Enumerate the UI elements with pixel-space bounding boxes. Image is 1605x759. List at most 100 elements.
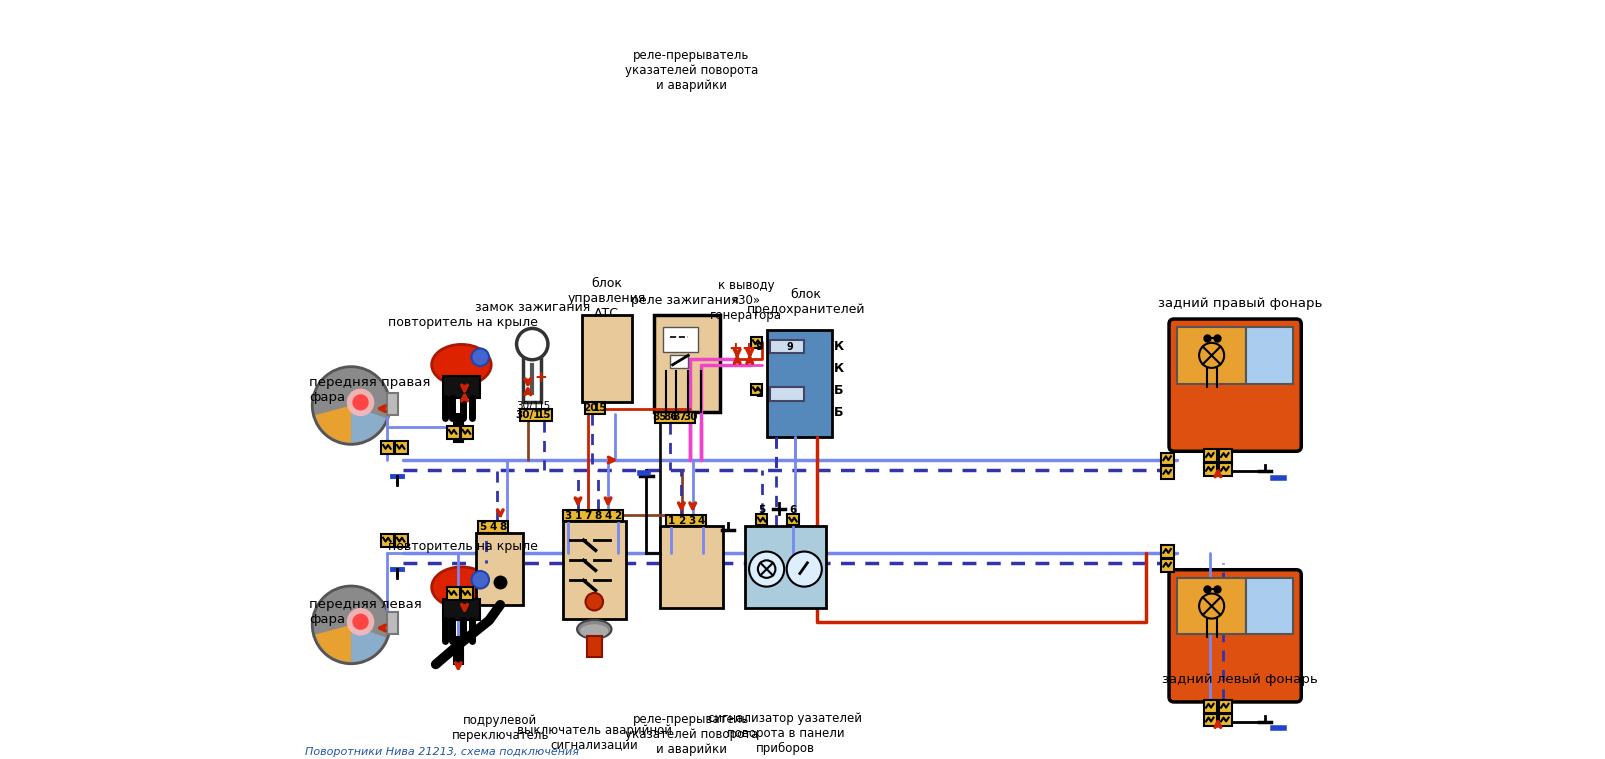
FancyBboxPatch shape <box>1168 570 1300 702</box>
Text: 7: 7 <box>584 511 591 521</box>
Text: 4: 4 <box>490 522 496 532</box>
Bar <box>663 327 697 352</box>
Bar <box>1176 327 1245 383</box>
Circle shape <box>748 552 783 587</box>
Wedge shape <box>351 625 385 662</box>
Bar <box>563 510 623 521</box>
Text: 2: 2 <box>677 516 685 526</box>
Circle shape <box>351 613 369 630</box>
Bar <box>380 441 393 454</box>
Ellipse shape <box>432 567 491 608</box>
Text: Б: Б <box>835 406 843 419</box>
Circle shape <box>472 571 488 588</box>
Text: Б: Б <box>835 384 843 397</box>
Bar <box>1160 452 1173 465</box>
Bar <box>666 515 706 527</box>
Bar <box>395 441 408 454</box>
Bar <box>584 402 605 414</box>
Bar <box>461 587 473 600</box>
Bar <box>1204 463 1217 476</box>
Bar <box>477 521 507 533</box>
Bar <box>769 340 804 354</box>
Text: замок зажигания: замок зажигания <box>475 301 591 313</box>
Text: 5: 5 <box>758 505 766 515</box>
Text: 20: 20 <box>583 403 597 413</box>
Text: блок
предохранителей: блок предохранителей <box>746 288 865 316</box>
Bar <box>523 336 541 402</box>
Text: повторитель на крыле: повторитель на крыле <box>388 316 538 329</box>
Text: реле-прерыватель
указателей поворота
и аварийки: реле-прерыватель указателей поворота и а… <box>624 713 758 756</box>
Bar <box>380 534 393 546</box>
Bar <box>1245 327 1292 383</box>
Bar <box>446 587 459 600</box>
Bar <box>669 355 689 368</box>
Bar <box>461 427 473 439</box>
Text: 4: 4 <box>603 511 612 521</box>
Text: реле зажигания: реле зажигания <box>631 294 738 307</box>
FancyBboxPatch shape <box>1168 319 1300 452</box>
Text: +: + <box>729 340 742 358</box>
Bar <box>443 376 480 398</box>
Text: 1: 1 <box>668 516 674 526</box>
Bar <box>563 521 626 619</box>
Text: 5: 5 <box>478 522 486 532</box>
Text: задний левый фонарь: задний левый фонарь <box>1162 673 1316 686</box>
Bar <box>387 613 398 635</box>
Text: 15: 15 <box>592 403 607 413</box>
Text: К: К <box>835 362 844 375</box>
Bar <box>786 514 798 525</box>
Text: Поворотники Нива 21213, схема подключения: Поворотники Нива 21213, схема подключени… <box>305 747 578 757</box>
Text: 3: 3 <box>563 511 571 521</box>
Text: 30: 30 <box>682 412 697 423</box>
Text: передняя левая
фара: передняя левая фара <box>308 598 422 626</box>
Circle shape <box>472 348 488 366</box>
Circle shape <box>311 586 390 663</box>
Text: 9: 9 <box>786 342 793 351</box>
Text: 8: 8 <box>499 522 506 532</box>
Text: задний правый фонарь: задний правый фонарь <box>1157 297 1321 310</box>
Bar <box>446 427 459 439</box>
Ellipse shape <box>576 620 612 638</box>
Bar <box>1218 449 1231 462</box>
Bar <box>1160 545 1173 558</box>
Text: подрулевой
переключатель: подрулевой переключатель <box>451 714 549 742</box>
Bar <box>1160 466 1173 479</box>
Text: +: + <box>740 340 754 358</box>
Text: 4: 4 <box>697 516 705 526</box>
Bar <box>660 527 722 608</box>
Bar <box>1218 714 1231 726</box>
Bar <box>520 408 552 421</box>
Bar <box>653 315 719 412</box>
Text: 86: 86 <box>663 412 677 423</box>
Bar <box>751 336 762 348</box>
Text: 2: 2 <box>754 389 762 398</box>
Circle shape <box>517 329 547 360</box>
Text: 15: 15 <box>538 401 551 411</box>
Text: 6: 6 <box>788 505 796 515</box>
Text: 3: 3 <box>687 516 695 526</box>
Circle shape <box>311 367 390 444</box>
Text: 2: 2 <box>615 511 621 521</box>
Bar <box>1204 449 1217 462</box>
Circle shape <box>347 608 374 635</box>
Text: блок
управления
АТС: блок управления АТС <box>567 278 645 320</box>
Bar <box>769 387 804 401</box>
Bar <box>1176 578 1245 635</box>
Text: 15: 15 <box>536 410 551 420</box>
Bar <box>745 527 825 608</box>
Bar <box>395 534 408 546</box>
Circle shape <box>786 552 822 587</box>
Text: к выводу
«30»
генератора: к выводу «30» генератора <box>709 279 782 323</box>
Text: передняя правая
фара: передняя правая фара <box>308 376 430 404</box>
Text: 87: 87 <box>672 412 687 423</box>
Bar <box>387 393 398 415</box>
Bar <box>1204 700 1217 713</box>
Text: 8: 8 <box>594 511 602 521</box>
Ellipse shape <box>432 345 491 385</box>
Text: К: К <box>835 340 844 353</box>
Bar <box>766 330 831 437</box>
Bar <box>1245 578 1292 635</box>
Bar <box>586 635 602 657</box>
Bar <box>1218 700 1231 713</box>
Bar <box>655 412 695 423</box>
